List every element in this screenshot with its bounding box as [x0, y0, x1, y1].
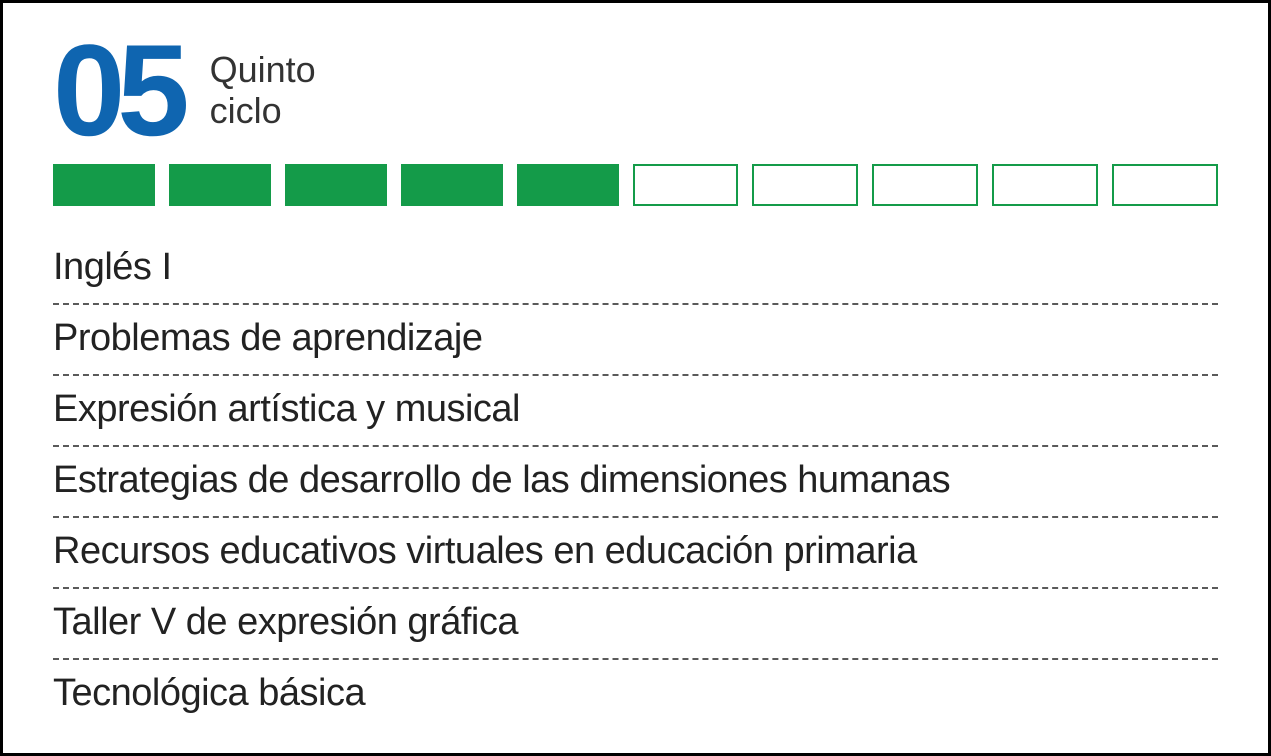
course-item: Taller V de expresión gráfica	[53, 589, 1218, 660]
course-list: Inglés IProblemas de aprendizajeExpresió…	[53, 234, 1218, 729]
progress-block-empty	[752, 164, 858, 206]
cycle-label-line2: ciclo	[210, 90, 316, 131]
course-item: Problemas de aprendizaje	[53, 305, 1218, 376]
course-item: Inglés I	[53, 234, 1218, 305]
progress-block-filled	[285, 164, 387, 206]
progress-block-filled	[401, 164, 503, 206]
progress-block-empty	[633, 164, 739, 206]
cycle-number: 05	[53, 35, 182, 146]
course-item: Expresión artística y musical	[53, 376, 1218, 447]
course-item: Estrategias de desarrollo de las dimensi…	[53, 447, 1218, 518]
progress-bar	[53, 164, 1218, 206]
progress-block-filled	[53, 164, 155, 206]
progress-block-filled	[169, 164, 271, 206]
course-item: Tecnológica básica	[53, 660, 1218, 729]
cycle-label-line1: Quinto	[210, 49, 316, 90]
course-item: Recursos educativos virtuales en educaci…	[53, 518, 1218, 589]
cycle-label: Quinto ciclo	[210, 49, 316, 132]
cycle-header: 05 Quinto ciclo	[53, 35, 1218, 146]
progress-block-filled	[517, 164, 619, 206]
progress-block-empty	[992, 164, 1098, 206]
progress-block-empty	[872, 164, 978, 206]
progress-block-empty	[1112, 164, 1218, 206]
cycle-card: 05 Quinto ciclo Inglés IProblemas de apr…	[0, 0, 1271, 756]
